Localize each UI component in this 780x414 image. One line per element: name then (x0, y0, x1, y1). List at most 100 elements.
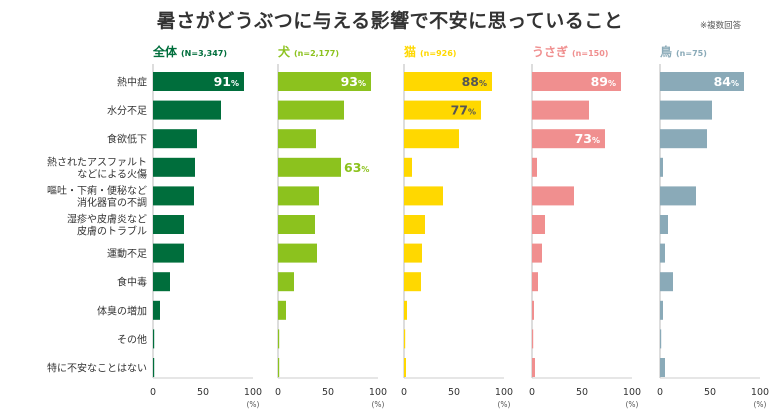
series-n-label: (N=3,347) (181, 49, 227, 58)
x-tick-label: 100 (244, 387, 262, 398)
data-label-unit: % (479, 79, 487, 88)
category-label: などによる火傷 (77, 167, 147, 180)
x-unit-label: (%) (754, 400, 767, 409)
bar (153, 329, 155, 349)
bar (278, 300, 286, 320)
bar (404, 215, 425, 234)
data-label-value: 84 (714, 74, 732, 89)
bar (660, 358, 665, 377)
data-label-unit: % (361, 165, 369, 174)
bar (532, 329, 534, 349)
bar (153, 358, 155, 377)
bar (532, 215, 545, 234)
bar (660, 215, 668, 234)
data-label: 91% (214, 74, 239, 89)
category-label: 水分不足 (107, 105, 147, 117)
category-label: 食欲低下 (107, 133, 147, 146)
x-tick-label: 50 (197, 387, 209, 398)
x-tick-label: 50 (322, 387, 334, 398)
bar (153, 215, 184, 234)
bar (404, 243, 422, 263)
bar (660, 329, 662, 349)
bar (660, 157, 663, 177)
bar (404, 272, 421, 292)
bar (660, 243, 665, 263)
series-n-label: (n=75) (676, 49, 707, 58)
bar (660, 300, 663, 320)
series-n-label: (n=2,177) (294, 49, 339, 58)
data-label-unit: % (468, 108, 476, 117)
series-header: 猫 (n=926) (404, 44, 456, 59)
series-name: 鳥 (660, 44, 672, 59)
data-label-unit: % (608, 79, 616, 88)
x-tick-label: 100 (751, 387, 769, 398)
data-label-value: 63 (344, 160, 361, 175)
data-label: 89% (591, 74, 616, 89)
bar (153, 100, 221, 120)
bar (404, 72, 492, 91)
bar (404, 300, 407, 320)
series-n-label: (n=926) (420, 49, 456, 58)
bar (532, 243, 542, 263)
bar (532, 186, 574, 206)
data-label-unit: % (231, 79, 239, 88)
bar (404, 329, 406, 349)
data-label: 84% (714, 74, 739, 89)
series-header: 犬 (n=2,177) (278, 44, 339, 59)
data-label-unit: % (731, 79, 739, 88)
bar (660, 186, 696, 206)
bar (532, 157, 537, 177)
series-n-label: (n=150) (572, 49, 608, 58)
category-label: 運動不足 (107, 247, 147, 260)
x-tick-label: 100 (369, 387, 387, 398)
data-label-value: 73 (575, 131, 592, 146)
x-tick-label: 0 (529, 387, 535, 398)
x-tick-label: 0 (657, 387, 663, 398)
bar (404, 129, 459, 149)
x-tick-label: 50 (448, 387, 460, 398)
bar (278, 186, 319, 206)
bar (153, 243, 184, 263)
bar (532, 358, 535, 377)
x-unit-label: (%) (247, 400, 260, 409)
data-label-value: 93 (341, 74, 358, 89)
category-label: 特に不安なことはない (47, 362, 147, 375)
category-label: 湿疹や皮膚炎など (67, 213, 147, 226)
x-tick-label: 100 (495, 387, 513, 398)
x-tick-label: 0 (150, 387, 156, 398)
bar (278, 272, 294, 292)
x-unit-label: (%) (372, 400, 385, 409)
data-label-unit: % (592, 136, 600, 145)
bar (278, 72, 371, 91)
bar (278, 157, 341, 177)
chart-title: 暑さがどうぶつに与える影響で不安に思っていること (156, 10, 624, 32)
series-name: 猫 (404, 44, 416, 59)
x-tick-label: 50 (576, 387, 588, 398)
bar (278, 358, 280, 377)
bar (660, 272, 673, 292)
bar (404, 186, 443, 206)
data-label-value: 77 (451, 103, 468, 118)
bar (532, 272, 538, 292)
category-label: その他 (117, 333, 147, 346)
bar (278, 100, 344, 120)
x-tick-label: 0 (401, 387, 407, 398)
bar (532, 129, 605, 149)
bar (153, 300, 160, 320)
category-label: 体臭の増加 (97, 304, 147, 317)
bar (660, 100, 712, 120)
bar (278, 215, 315, 234)
x-tick-label: 0 (275, 387, 281, 398)
bar (278, 243, 317, 263)
bar (404, 100, 481, 120)
bar (153, 129, 197, 149)
bar (153, 72, 244, 91)
series-header: うさぎ (n=150) (532, 44, 608, 59)
series-header: 鳥 (n=75) (660, 44, 707, 59)
bar (660, 129, 707, 149)
series-name: 全体 (152, 44, 178, 59)
series-header: 全体 (N=3,347) (152, 44, 227, 59)
category-label: 皮膚のトラブル (77, 225, 147, 238)
bar (153, 272, 170, 292)
